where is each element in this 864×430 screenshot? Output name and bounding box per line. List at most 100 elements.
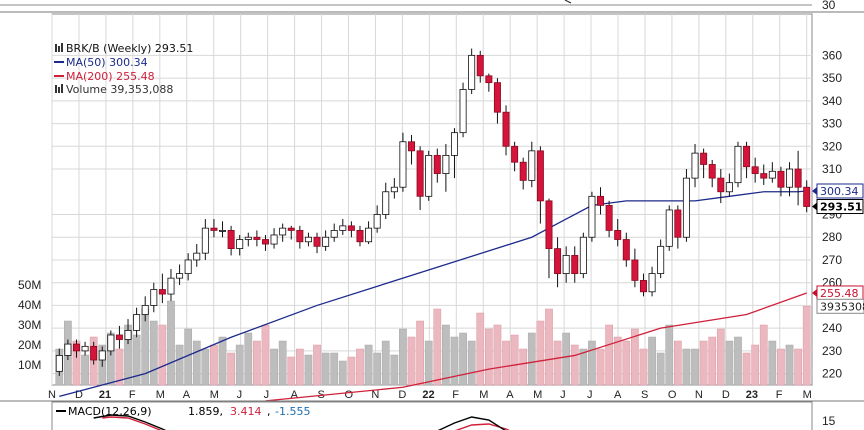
price-tick-label: 270 [822,253,842,267]
time-tick-label: M [533,389,542,401]
legend-ma200: MA(200) 255.48 [66,70,155,83]
volume-tick-label: 50M [18,278,41,292]
candle-down [760,173,768,179]
macd-sep: , [267,405,271,418]
candle-legend-icon [55,44,57,52]
candle-legend-icon [61,43,63,52]
macd-panel-frame [51,401,813,430]
candle-up [373,214,381,229]
legend-ma50: MA(50) 300.34 [66,56,148,69]
candle-up [55,355,63,372]
volume-bar [407,336,416,386]
volume-tick-label: 20M [18,338,41,352]
candle-down [158,289,166,295]
time-tick-label: 21 [99,389,111,401]
price-tick-label: 350 [822,71,842,85]
volume-bar [115,348,124,386]
candle-down [511,145,519,163]
time-tick-label: N [371,389,379,401]
volume-bar [270,348,278,386]
candle-up [682,177,690,238]
candle-down [493,82,501,113]
price-tag-pointer [812,186,817,195]
volume-bar [253,340,261,386]
volume-bar [716,328,725,386]
price-tag-label: 255.48 [820,287,859,300]
volume-bar [682,348,691,386]
volume-bar [579,348,588,386]
volume-bar [605,324,613,386]
candle-down [545,200,553,250]
candle-down [554,248,562,275]
volume-bar [562,332,571,386]
volume-bar [304,354,313,386]
volume-bar [596,348,605,386]
candle-down [639,280,647,293]
volume-tag-label: 39353088 [820,300,864,313]
volume-legend-icon [61,84,63,93]
candle-up [81,345,89,352]
volume-bar [347,356,356,386]
time-tick-label: 22 [422,389,434,401]
volume-tick-label: 40M [18,298,41,312]
volume-bar [459,332,467,386]
candle-down [614,230,622,240]
candle-up [588,195,596,238]
macd-value: 1.859, [188,405,223,418]
volume-bar [313,344,321,386]
time-tick-label: D [398,389,406,401]
candle-down [416,150,424,197]
volume-bar [416,320,424,386]
macd-hist-value: -1.555 [275,405,310,418]
volume-bar [218,336,227,386]
volume-bar [493,324,502,386]
candle-legend-icon [58,46,60,52]
volume-legend-icon [58,87,60,93]
candle-up [279,227,287,236]
candle-up [382,191,390,215]
volume-bar [613,336,622,386]
candle-down [287,227,295,231]
candle-up [468,54,476,90]
time-tick-label: 23 [746,389,758,401]
volume-bar [545,308,553,386]
candle-up [665,209,673,247]
candle-down [717,177,725,193]
volume-bar [759,324,768,386]
time-tick-label: M [479,389,488,401]
volume-bar [158,324,167,386]
candle-down [622,239,630,261]
time-tick-label: A [183,389,191,401]
top-panel-mark [564,0,572,4]
candle-down [347,225,355,231]
macd-line [437,416,506,430]
macd-line [93,414,167,430]
candle-up [236,239,244,250]
time-tick-label: N [48,389,56,401]
time-tick-label: M [156,389,165,401]
volume-bar [390,354,399,386]
time-tick-label: M [210,389,219,401]
candle-up [648,273,656,293]
volume-bar [527,332,536,386]
candle-up [657,245,665,275]
price-tick-label: 310 [822,162,842,176]
time-tick-label: F [452,389,459,401]
volume-bar [622,340,631,386]
candle-up [691,152,699,179]
candle-down [743,145,751,168]
volume-bar [742,352,751,386]
candle-down [597,195,605,206]
time-tick-label: J [587,389,593,401]
price-tick-label: 330 [822,117,842,131]
top-panel-tick: 30 [822,0,836,12]
volume-bar [442,324,450,386]
candle-down [571,255,579,275]
candle-up [330,230,338,238]
volume-bar [794,348,802,386]
volume-bar [536,320,545,386]
volume-bar [639,348,648,386]
time-tick-label: A [506,389,514,401]
volume-bar [476,312,485,386]
time-tick-label: A [614,389,622,401]
